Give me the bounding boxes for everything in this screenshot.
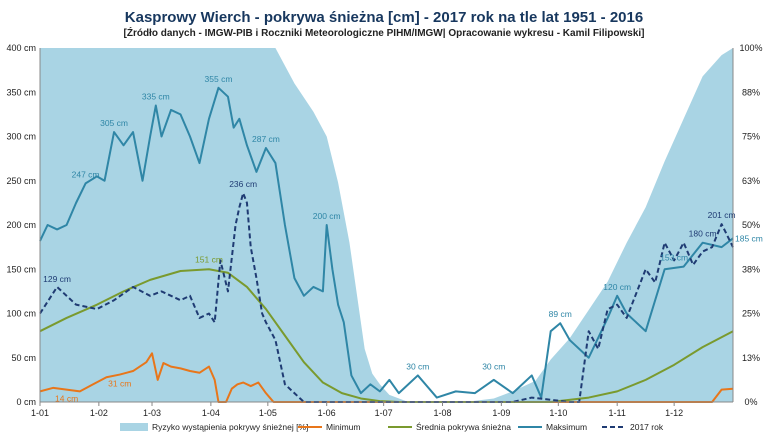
x-tick-label: 1-09	[492, 408, 510, 418]
y-tick-label: 250 cm	[6, 176, 36, 186]
annotation-label: 14 cm	[55, 394, 78, 404]
x-tick-label: 1-08	[434, 408, 452, 418]
annotation-label: 287 cm	[252, 134, 280, 144]
y2-tick-label: 63%	[742, 176, 760, 186]
annotation-label: 236 cm	[229, 179, 257, 189]
legend-label: Ryzyko wystąpienia pokrywy śnieżnej [%]	[152, 422, 308, 432]
y2-tick-label: 25%	[742, 309, 760, 319]
y2-tick-label: 88%	[742, 87, 760, 97]
annotation-label: 31 cm	[108, 379, 131, 389]
y-tick-label: 0 cm	[16, 397, 36, 407]
y2-tick-label: 13%	[742, 353, 760, 363]
y2-tick-label: 75%	[742, 132, 760, 142]
x-tick-label: 1-02	[90, 408, 108, 418]
y2-tick-label: 38%	[742, 264, 760, 274]
annotation-label: 30 cm	[406, 361, 429, 371]
x-tick-label: 1-12	[665, 408, 683, 418]
series-line-3	[39, 86, 734, 399]
y-tick-label: 200 cm	[6, 220, 36, 230]
legend-label: Średnia pokrywa śnieżna	[416, 421, 511, 432]
x-tick-label: 1-11	[609, 408, 626, 418]
annotation-label: 153 cm	[660, 253, 688, 263]
series-area-risk	[40, 48, 733, 402]
x-tick-label: 1-06	[318, 408, 336, 418]
legend: Ryzyko wystąpienia pokrywy śnieżnej [%] M…	[120, 421, 664, 432]
annotation-label: 30 cm	[482, 361, 505, 371]
y-tick-label: 400 cm	[6, 43, 36, 53]
y-tick-label: 100 cm	[6, 309, 36, 319]
legend-label: Maksimum	[546, 422, 587, 432]
annotation-label: 355 cm	[205, 74, 233, 84]
x-tick-label: 1-01	[31, 408, 49, 418]
annotation-label: 200 cm	[313, 211, 341, 221]
annotation-label: 120 cm	[603, 282, 631, 292]
annotation-label: 180 cm	[689, 229, 717, 239]
series-line-4	[39, 192, 734, 403]
annotation-label: 151 cm	[195, 254, 223, 264]
y2-tick-label: 0%	[744, 397, 757, 407]
x-tick-label: 1-04	[202, 408, 220, 418]
annotation-label: 305 cm	[100, 118, 128, 128]
x-tick-label: 1-05	[259, 408, 277, 418]
y-tick-label: 50 cm	[11, 353, 36, 363]
annotation-label: 185 cm	[735, 233, 763, 243]
y-tick-label: 350 cm	[6, 87, 36, 97]
annotation-label: 201 cm	[708, 210, 736, 220]
annotation-label: 129 cm	[43, 274, 71, 284]
y-tick-label: 300 cm	[6, 132, 36, 142]
annotation-label: 247 cm	[72, 169, 100, 179]
legend-swatch	[120, 423, 148, 431]
annotation-label: 335 cm	[142, 92, 170, 102]
legend-label: 2017 rok	[630, 422, 664, 432]
y2-tick-label: 100%	[739, 43, 762, 53]
x-tick-label: 1-10	[549, 408, 567, 418]
legend-label: Minimum	[326, 422, 360, 432]
series-line-2	[39, 268, 734, 403]
y2-tick-label: 50%	[742, 220, 760, 230]
x-tick-label: 1-03	[143, 408, 161, 418]
chart-subtitle: [Źródło danych - IMGW-PIB i Roczniki Met…	[123, 28, 645, 39]
y-tick-label: 150 cm	[6, 264, 36, 274]
axes: 0 cm 50 cm 100 cm 150 cm 200 cm 250 cm 300 cm 3…	[6, 43, 762, 418]
x-tick-label: 1-07	[375, 408, 393, 418]
annotations: 14 cm 31 cm 151 cm 247 cm 305 cm 335 cm 355 cm…	[43, 74, 763, 404]
chart-title: Kasprowy Wierch - pokrywa śnieżna [cm] -…	[124, 9, 644, 26]
annotation-label: 89 cm	[549, 309, 572, 319]
